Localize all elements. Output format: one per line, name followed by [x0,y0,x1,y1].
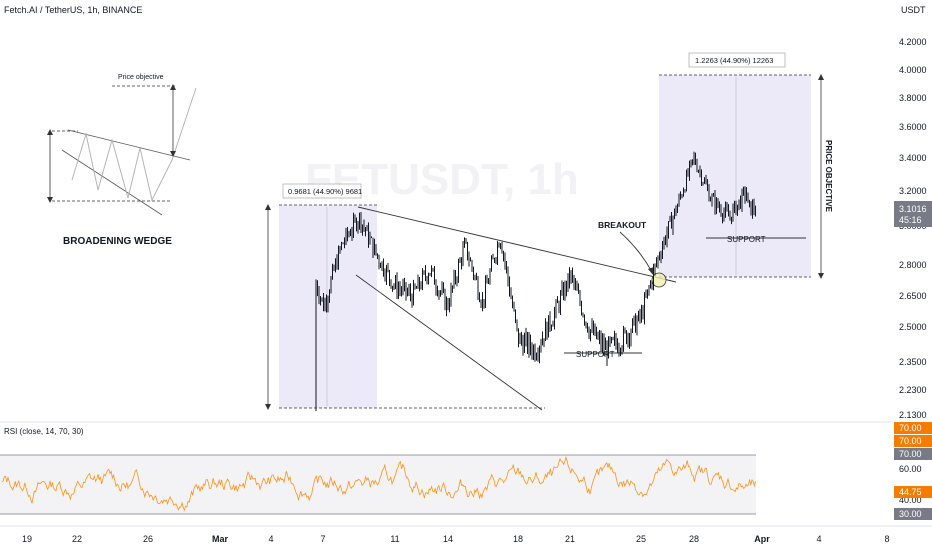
time-label: Mar [212,534,229,544]
price-tick: 2.2300 [899,385,927,395]
rsi-badge-b [894,435,932,447]
rsi-current-text: 44.75 [899,487,922,497]
price-objective-label: PRICE OBJECTIVE [824,140,833,213]
price-tick: 2.1300 [899,410,927,420]
countdown: 45:16 [899,215,922,225]
last-price: 3.1016 [899,204,927,214]
price-tick: 2.5000 [899,322,927,332]
time-label: 25 [636,534,646,544]
price-tick: 4.0000 [899,65,927,75]
measure-box-right [659,75,811,277]
price-tick: 4.2000 [899,37,927,47]
rsi-badge-b-text: 70.00 [899,436,922,446]
rsi-current-badge [894,486,932,498]
last-price-badge [894,201,932,227]
symbol-title: Fetch.AI / TetherUS, 1h, BINANCE [4,5,142,15]
price-tick: 3.6000 [899,122,927,132]
time-label: 18 [513,534,523,544]
annotation-lines [265,74,824,411]
time-label: 14 [443,534,453,544]
rsi-badge-c-text: 70.00 [899,449,922,459]
rsi-lower-text: 30.00 [899,509,922,519]
rsi-tick-40: 40.00 [899,495,922,505]
measure-label-right: 1.2263 (44.90%) 12263 [695,56,773,65]
rsi-badge-c [894,448,932,460]
price-tick: 3.2000 [899,186,927,196]
time-label: 8 [884,534,889,544]
inset-broadening-wedge: Price objective [33,60,208,227]
rsi-label: RSI (close, 14, 70, 30) [4,427,84,436]
rsi-tick-60: 60.00 [899,464,922,474]
price-tick: 3.4000 [899,153,927,163]
price-tick: 2.3500 [899,357,927,367]
inset-title: BROADENING WEDGE [63,236,172,247]
price-tick: 2.6500 [899,291,927,301]
time-label: 7 [320,534,325,544]
measure-label-left: 0.9681 (44.90%) 9681 [288,187,362,196]
price-axis[interactable]: USDT 4.2000 4.0000 3.8000 3.6000 3.4000 3.200… [893,0,932,421]
time-axis[interactable]: 19 22 26 Mar 4 7 11 14 18 21 25 28 Apr 4 8 [0,525,932,544]
rsi-line [1,455,756,512]
time-label: 26 [143,534,153,544]
support-label-1: SUPPORT [576,350,615,359]
time-label: 28 [689,534,699,544]
time-label: 19 [22,534,32,544]
time-label: 22 [72,534,82,544]
time-label: 4 [268,534,273,544]
rsi-pane[interactable]: RSI (close, 14, 70, 30) 70.00 70.00 70.0… [0,421,932,522]
breakout-marker [651,272,667,288]
time-label: 11 [390,534,399,544]
support-label-2: SUPPORT [727,235,766,244]
rsi-lower-badge [894,508,932,520]
currency-label: USDT [901,5,926,15]
time-label: Apr [754,534,770,544]
time-label: 4 [816,534,821,544]
price-candles [315,151,756,412]
inset-price-objective: Price objective [118,74,164,81]
price-tick: 2.8000 [899,260,927,270]
rsi-badge-a-text: 70.00 [899,423,922,433]
time-label: 21 [565,534,575,544]
price-tick: 3.8000 [899,93,927,103]
rsi-badge-a [894,422,932,434]
breakout-label: BREAKOUT [598,220,647,230]
